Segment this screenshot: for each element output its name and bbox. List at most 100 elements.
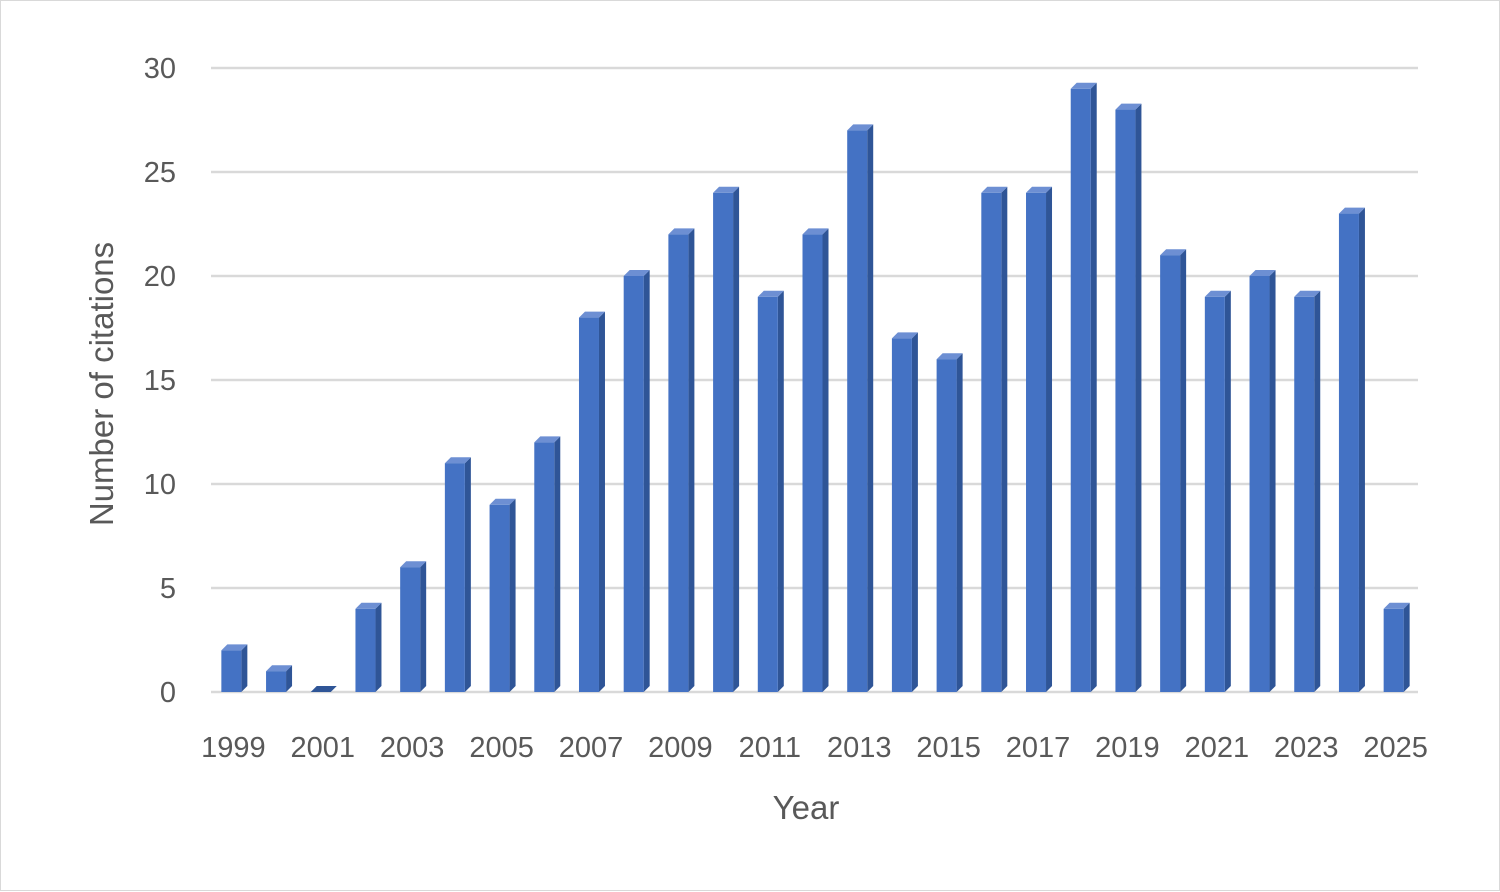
bar-top <box>936 353 963 360</box>
bar-top <box>400 561 427 568</box>
bar-front <box>578 317 599 692</box>
bar <box>1249 270 1276 692</box>
bar-top <box>444 457 471 464</box>
bar-front <box>221 650 242 692</box>
y-tick-label: 0 <box>160 677 176 709</box>
bar-side <box>1314 290 1321 692</box>
x-axis-title: Year <box>773 789 840 826</box>
x-tick-label: 2009 <box>648 732 713 764</box>
bar-front <box>668 234 689 692</box>
bar <box>1070 82 1097 693</box>
x-tick-label: 2007 <box>559 732 624 764</box>
bar-side <box>1269 270 1276 692</box>
bar-side <box>1046 186 1053 693</box>
bar-front <box>534 442 555 692</box>
x-tick-label: 1999 <box>201 732 266 764</box>
bar-side <box>509 498 516 692</box>
bar-top <box>1160 249 1187 256</box>
y-tick-label: 10 <box>144 469 176 501</box>
bar-side <box>688 228 695 692</box>
x-tick-label: 2015 <box>916 732 981 764</box>
y-tick-label: 25 <box>144 157 176 189</box>
x-tick-label: 2013 <box>827 732 892 764</box>
y-tick-label: 5 <box>160 573 176 605</box>
bar <box>221 644 248 692</box>
bar-top <box>489 498 516 505</box>
y-tick-label: 20 <box>144 261 176 293</box>
bar-top <box>1204 290 1231 297</box>
bar-top <box>713 186 740 193</box>
bar-top <box>310 686 337 692</box>
bar-top <box>1070 82 1097 89</box>
bar <box>757 290 784 692</box>
bar-side <box>1180 249 1187 692</box>
bar-top <box>355 602 382 609</box>
bar <box>891 332 918 692</box>
bar-front <box>1160 255 1181 692</box>
bar-side <box>1403 602 1410 692</box>
bar-front <box>1115 109 1136 693</box>
bar <box>847 124 874 692</box>
bar-front <box>802 234 823 692</box>
bar-side <box>1135 103 1142 693</box>
bar-top <box>578 311 605 318</box>
bar <box>310 686 337 692</box>
bar-side <box>777 290 784 692</box>
bar-front <box>1383 608 1404 692</box>
bar-side <box>420 561 427 692</box>
bar-top <box>757 290 784 297</box>
bar-side <box>1001 186 1008 693</box>
bar <box>578 311 605 692</box>
bar-front <box>489 504 510 692</box>
bar-side <box>375 602 382 692</box>
bar-front <box>1294 296 1315 692</box>
bar-side <box>1090 82 1097 693</box>
bar <box>1115 103 1142 693</box>
bar-side <box>733 186 740 693</box>
bar-top <box>1294 290 1321 297</box>
bar <box>1294 290 1321 692</box>
x-axis-ticks: 1999 2001 2003 2005 2007 2009 2011 2013 2015 2017… <box>201 732 1428 764</box>
bar-side <box>911 332 918 692</box>
bar-front <box>1070 88 1091 693</box>
bar-front <box>757 296 778 692</box>
bar-side <box>554 436 561 692</box>
bar-top <box>1338 207 1365 214</box>
bar-front <box>444 463 465 692</box>
bar <box>1338 207 1365 692</box>
bar-side <box>1358 207 1365 692</box>
bar-top <box>1026 186 1053 193</box>
bar-front <box>1204 296 1225 692</box>
bar-top <box>891 332 918 339</box>
bar-front <box>1338 213 1359 692</box>
x-tick-label: 2021 <box>1185 732 1250 764</box>
bar-top <box>668 228 695 235</box>
bar-top <box>981 186 1008 193</box>
bar-side <box>867 124 874 692</box>
bar-side <box>956 353 963 692</box>
bar-side <box>822 228 829 692</box>
bar-front <box>713 192 734 693</box>
bar-front <box>1026 192 1047 693</box>
bar-top <box>534 436 561 443</box>
bar-top <box>266 665 293 672</box>
bar <box>1204 290 1231 692</box>
y-tick-label: 30 <box>144 53 176 85</box>
x-tick-label: 2019 <box>1095 732 1160 764</box>
bar-front <box>891 338 912 692</box>
y-axis-ticks: 0 5 10 15 20 25 30 <box>144 53 176 709</box>
bar-front <box>400 567 421 692</box>
bar <box>444 457 471 692</box>
bar <box>534 436 561 692</box>
bar <box>1383 602 1410 692</box>
bar <box>489 498 516 692</box>
bar-top <box>1383 602 1410 609</box>
bar <box>400 561 427 692</box>
bar-side <box>643 270 650 692</box>
bars <box>221 82 1410 693</box>
x-tick-label: 2017 <box>1006 732 1071 764</box>
bar <box>936 353 963 692</box>
bar-side <box>286 665 293 692</box>
